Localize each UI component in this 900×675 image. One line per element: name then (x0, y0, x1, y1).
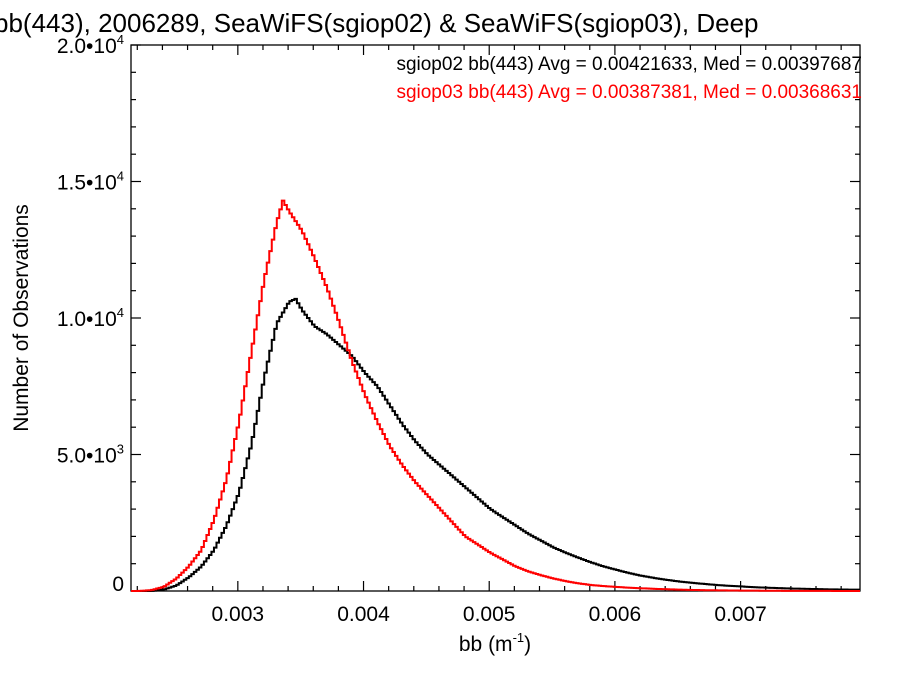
y-tick-label-0: 0 (112, 573, 124, 596)
x-tick-label-2: 0.005 (463, 603, 516, 626)
series-line-sgiop03 (131, 199, 860, 592)
x-tick-label-3: 0.006 (589, 603, 642, 626)
y-tick-label-4: 2.0•104 (57, 32, 124, 58)
y-tick-label-2: 1.0•104 (57, 305, 124, 331)
y-tick-labels: 0 5.0•103 1.0•104 1.5•104 2.0•104 (57, 32, 124, 596)
x-tick-labels: 0.003 0.004 0.005 0.006 0.007 (212, 603, 767, 626)
x-tick-label-1: 0.004 (337, 603, 390, 626)
x-axis-label-main: bb (m (459, 633, 513, 656)
plot-frame (130, 44, 861, 592)
legend: sgiop02 bb(443) Avg = 0.00421633, Med = … (396, 54, 862, 103)
legend-entry-sgiop02: sgiop02 bb(443) Avg = 0.00421633, Med = … (396, 54, 862, 75)
x-tick-label-0: 0.003 (212, 603, 265, 626)
series-line-sgiop02 (131, 297, 860, 592)
x-axis-label: bb (m-1) (459, 630, 531, 656)
legend-entry-sgiop03: sgiop03 bb(443) Avg = 0.00387381, Med = … (396, 82, 862, 103)
x-axis-label-end: ) (524, 633, 531, 656)
x-tick-label-4: 0.007 (714, 603, 767, 626)
y-tick-label-3: 1.5•104 (57, 169, 124, 195)
y-tick-label-1: 5.0•103 (57, 442, 124, 468)
chart-title: bb(443), 2006289, SeaWiFS(sgiop02) & Sea… (0, 8, 759, 38)
y-axis-label: Number of Observations (10, 204, 33, 432)
axis-ticks (131, 44, 860, 592)
series-layer (131, 199, 860, 592)
x-axis-label-sup: -1 (513, 630, 525, 645)
